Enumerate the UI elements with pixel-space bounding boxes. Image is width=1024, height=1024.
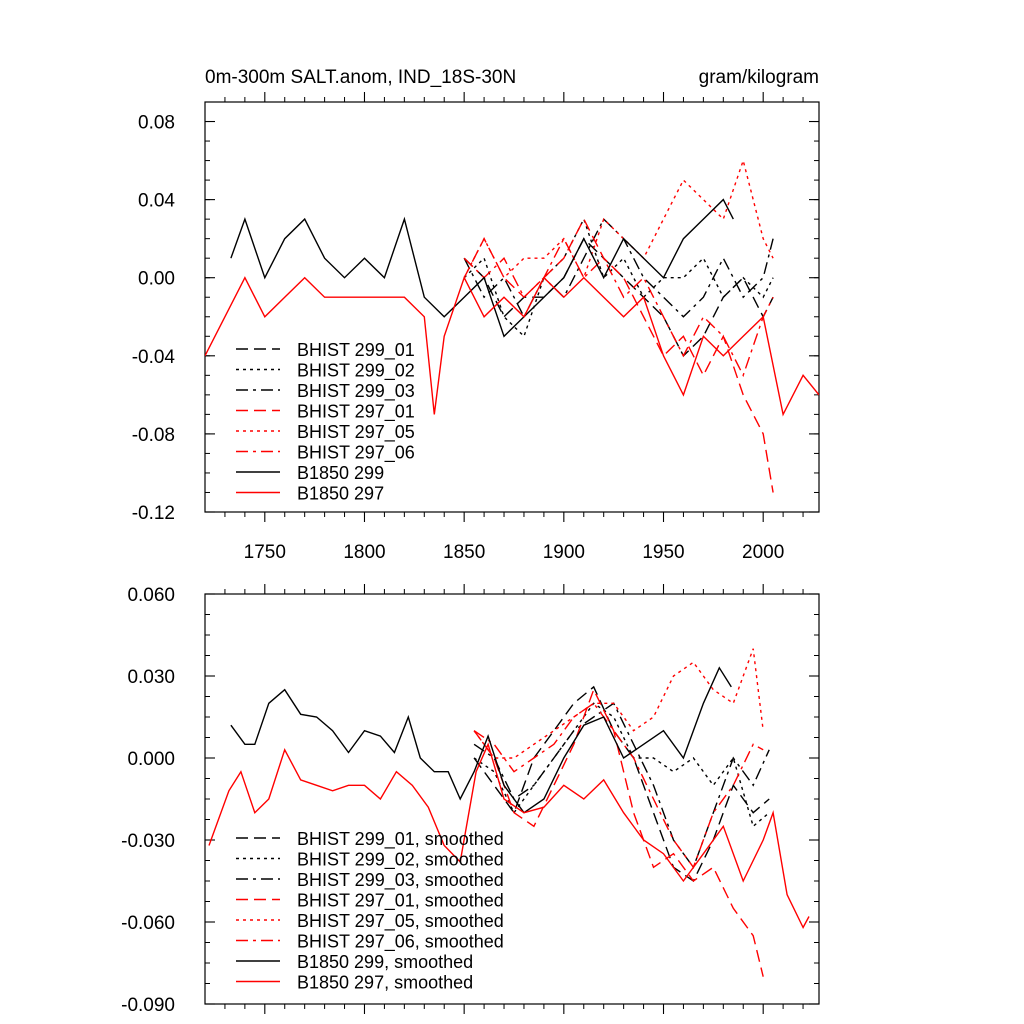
- series-line: [473, 687, 764, 977]
- series-line: [463, 237, 774, 357]
- legend-label: BHIST 299_02: [297, 361, 415, 382]
- series-line: [473, 702, 770, 869]
- legend-label: BHIST 299_01: [297, 340, 415, 361]
- top-chart-units: gram/kilogram: [699, 67, 819, 88]
- x-tick-label: 1750: [244, 542, 286, 563]
- series-line: [205, 275, 819, 417]
- series-line: [463, 217, 774, 493]
- bottom-panel: 0.060 0.030 0.000 -0.030 -0.060 -0.090 BHIST …: [121, 584, 820, 1016]
- legend-label: BHIST 297_01, smoothed: [297, 891, 504, 912]
- x-tick-label: 1850: [443, 542, 485, 563]
- bottom-series-group: [208, 648, 810, 977]
- y-tick-label: -0.04: [132, 347, 176, 368]
- y-tick-label: 0.030: [127, 667, 175, 688]
- top-chart-title: 0m-300m SALT.anom, IND_18S-30N: [205, 67, 516, 88]
- top-axis-ticks: 0.08 0.04 0.00 -0.04 -0.08 -0.12 1750 1800 1850 1…: [132, 92, 819, 563]
- series-line: [230, 666, 732, 814]
- legend-label: BHIST 297_06, smoothed: [297, 932, 504, 953]
- legend-label: BHIST 297_05, smoothed: [297, 911, 504, 932]
- series-line: [208, 742, 810, 930]
- y-tick-label: -0.12: [132, 503, 175, 524]
- top-plot-frame: [204, 101, 820, 513]
- series-line: [230, 198, 734, 338]
- legend-label: BHIST 297_06: [297, 443, 415, 464]
- y-tick-label: 0.08: [138, 113, 175, 134]
- x-tick-label: 1800: [343, 542, 385, 563]
- series-line: [463, 217, 774, 338]
- top-series-group: [205, 158, 819, 493]
- series-line: [473, 685, 770, 883]
- series-line: [473, 648, 764, 759]
- y-tick-label: -0.030: [121, 831, 175, 852]
- legend-label: BHIST 299_03: [297, 381, 415, 402]
- y-tick-label: -0.08: [132, 425, 175, 446]
- legend-label: BHIST 299_03, smoothed: [297, 870, 504, 891]
- x-tick-label: 1950: [642, 542, 684, 563]
- y-tick-label: -0.090: [121, 995, 175, 1016]
- series-line: [463, 237, 774, 378]
- legend-label: B1850 297, smoothed: [297, 973, 473, 993]
- y-tick-label: 0.04: [138, 191, 175, 212]
- legend-label: B1850 299: [297, 463, 384, 483]
- legend-label: BHIST 297_05: [297, 422, 415, 443]
- y-tick-label: 0.060: [127, 585, 175, 606]
- top-panel: 0m-300m SALT.anom, IND_18S-30N gram/kilo…: [132, 67, 820, 563]
- x-tick-label: 2000: [742, 542, 784, 563]
- legend-label: B1850 297: [297, 484, 384, 504]
- series-line: [473, 702, 764, 869]
- y-tick-label: 0.00: [138, 269, 175, 290]
- y-tick-label: -0.060: [121, 913, 175, 934]
- legend-label: BHIST 299_02, smoothed: [297, 850, 504, 871]
- legend-label: BHIST 299_01, smoothed: [297, 829, 504, 850]
- series-line: [463, 158, 774, 280]
- series-line: [473, 702, 770, 828]
- bottom-axis-ticks: 0.060 0.030 0.000 -0.030 -0.060 -0.090: [121, 584, 819, 1016]
- legend-label: B1850 299, smoothed: [297, 952, 473, 972]
- x-tick-label: 1900: [543, 542, 585, 563]
- legend-label: BHIST 297_01: [297, 402, 415, 423]
- y-tick-label: 0.000: [127, 749, 175, 770]
